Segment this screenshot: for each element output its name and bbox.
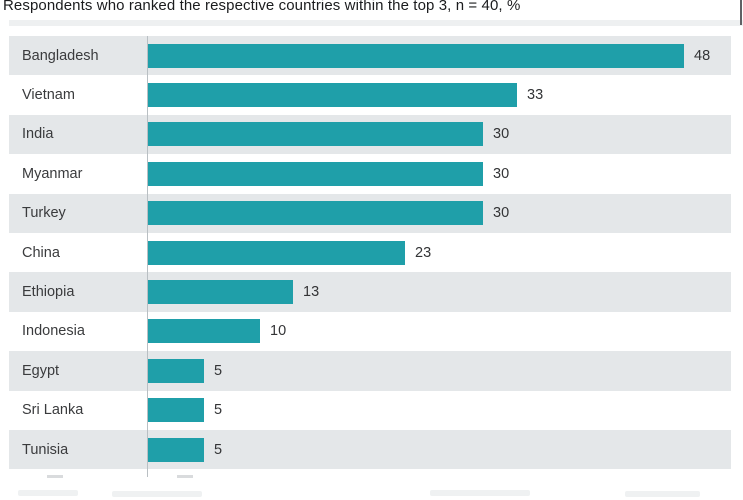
bar-value: 5 bbox=[214, 362, 223, 379]
bar bbox=[148, 240, 405, 265]
cropped-footnote-fragment bbox=[112, 491, 202, 497]
category-label: Vietnam bbox=[22, 87, 75, 104]
bar bbox=[148, 43, 684, 68]
cropped-footnote-fragment bbox=[430, 490, 530, 496]
bar bbox=[148, 161, 483, 186]
bar bbox=[148, 201, 483, 226]
bar-value: 30 bbox=[493, 126, 510, 143]
bar bbox=[148, 122, 483, 147]
bar-value: 13 bbox=[303, 284, 320, 301]
category-label: Indonesia bbox=[22, 323, 85, 340]
chart-row: Egypt 5 bbox=[9, 351, 731, 391]
chart-row: Vietnam 33 bbox=[9, 75, 731, 114]
window-border-fragment bbox=[740, 0, 742, 25]
bar bbox=[148, 358, 204, 383]
bar-value: 48 bbox=[694, 47, 711, 64]
bar-value: 30 bbox=[493, 165, 510, 182]
bar bbox=[148, 319, 260, 344]
bar-value: 10 bbox=[270, 323, 287, 340]
category-label: India bbox=[22, 126, 54, 143]
chart-row: Bangladesh 48 bbox=[9, 36, 731, 76]
cropped-footnote-fragment bbox=[18, 490, 78, 496]
chart-row: Myanmar 30 bbox=[9, 154, 731, 193]
category-label: Sri Lanka bbox=[22, 402, 84, 419]
axis-remnant bbox=[177, 475, 193, 478]
cropped-footnote-fragment bbox=[625, 491, 700, 497]
bar bbox=[148, 279, 293, 304]
bar-value: 30 bbox=[493, 205, 510, 222]
chart-row: Sri Lanka 5 bbox=[9, 391, 731, 430]
chart-row: Indonesia 10 bbox=[9, 312, 731, 351]
header-divider bbox=[9, 20, 743, 26]
category-label: China bbox=[22, 244, 60, 261]
category-label: Egypt bbox=[22, 362, 60, 379]
chart-row: Tunisia 5 bbox=[9, 430, 731, 470]
chart-row: Ethiopia 13 bbox=[9, 272, 731, 312]
bar-value: 5 bbox=[214, 402, 223, 419]
chart-row: India 30 bbox=[9, 114, 731, 155]
chart-row: China 23 bbox=[9, 233, 731, 272]
category-label: Bangladesh bbox=[22, 47, 99, 64]
chart-title: Respondents who ranked the respective co… bbox=[3, 0, 521, 14]
bar bbox=[148, 398, 204, 423]
chart-row: Turkey 30 bbox=[9, 193, 731, 233]
bar-value: 33 bbox=[527, 87, 544, 104]
category-label: Tunisia bbox=[22, 441, 69, 458]
bar-value: 5 bbox=[214, 441, 223, 458]
category-label: Ethiopia bbox=[22, 284, 75, 301]
y-axis-line bbox=[147, 36, 149, 477]
bar-value: 23 bbox=[415, 244, 432, 261]
category-label: Myanmar bbox=[22, 165, 83, 182]
bar bbox=[148, 437, 204, 462]
category-label: Turkey bbox=[22, 205, 66, 222]
axis-remnant bbox=[47, 475, 63, 478]
bar bbox=[148, 82, 517, 107]
